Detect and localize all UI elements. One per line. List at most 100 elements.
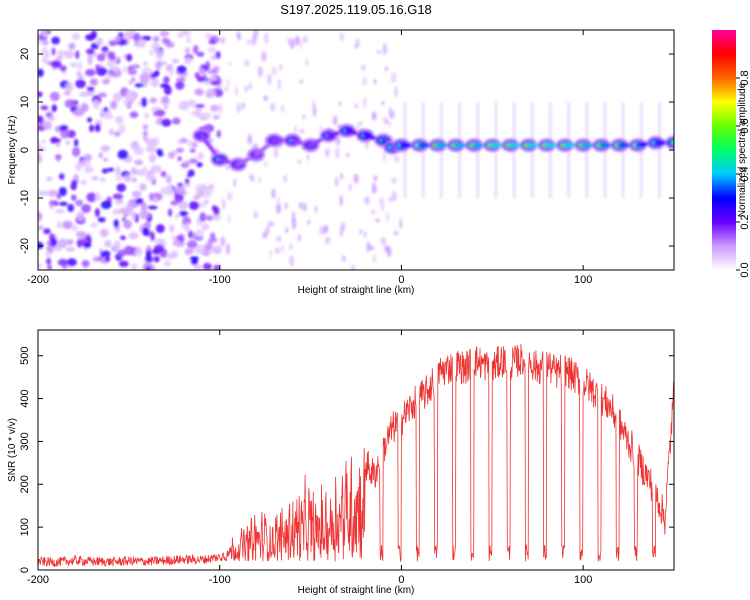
noise-blob xyxy=(73,138,79,147)
noise-blob xyxy=(214,88,224,98)
noise-speck xyxy=(297,159,302,165)
noise-speck xyxy=(384,66,389,72)
noise-blob xyxy=(38,262,42,269)
noise-blob xyxy=(187,101,197,108)
noise-speck xyxy=(384,119,390,125)
noise-speck xyxy=(339,32,344,42)
noise-speck xyxy=(373,254,376,263)
noise-blob xyxy=(71,32,81,41)
noise-speck xyxy=(244,59,250,67)
noise-blob xyxy=(89,124,95,133)
noise-speck xyxy=(380,236,387,245)
noise-blob xyxy=(90,222,98,228)
noise-blob xyxy=(55,209,66,214)
noise-speck xyxy=(388,106,393,118)
noise-blob xyxy=(100,250,111,258)
noise-blob xyxy=(76,231,87,240)
noise-blob xyxy=(131,190,142,198)
ridge-streak xyxy=(658,102,661,198)
noise-blob xyxy=(99,228,109,238)
noise-blob xyxy=(183,181,191,188)
noise-speck xyxy=(268,220,275,227)
noise-blob xyxy=(163,261,172,267)
noise-speck xyxy=(291,217,297,230)
noise-blob xyxy=(59,125,69,131)
noise-blob xyxy=(95,64,100,72)
snr-x-ticks: -200 -100 0 100 xyxy=(27,330,592,586)
noise-blob xyxy=(160,170,167,178)
y-tick-label: -10 xyxy=(19,190,31,206)
noise-blob xyxy=(171,235,178,240)
noise-blob xyxy=(92,99,100,110)
noise-speck xyxy=(339,172,344,180)
noise-blob xyxy=(42,40,50,45)
noise-speck xyxy=(236,103,242,113)
noise-blob xyxy=(123,97,129,107)
noise-blob xyxy=(189,158,198,164)
noise-blob xyxy=(122,66,128,73)
noise-blob xyxy=(143,35,152,41)
noise-speck xyxy=(359,120,363,126)
noise-blob xyxy=(140,202,148,212)
noise-blob xyxy=(143,113,150,119)
noise-blob xyxy=(53,138,62,143)
y-tick-label: 400 xyxy=(19,389,31,407)
noise-blob xyxy=(155,224,165,234)
noise-speck xyxy=(249,172,253,181)
noise-speck xyxy=(390,71,397,83)
noise-blob xyxy=(38,241,44,250)
noise-speck xyxy=(284,201,289,210)
noise-speck xyxy=(362,76,367,87)
spectrogram-x-label: Height of straight line (km) xyxy=(298,285,415,296)
noise-blob xyxy=(66,258,77,267)
noise-blob xyxy=(71,194,77,201)
noise-speck xyxy=(371,111,376,118)
noise-blob xyxy=(60,128,70,139)
noise-blob xyxy=(184,57,193,65)
noise-blob xyxy=(161,118,172,127)
noise-blob xyxy=(75,79,86,89)
y-tick-label: 300 xyxy=(19,432,31,450)
noise-speck xyxy=(334,176,339,187)
noise-blob xyxy=(216,129,221,138)
noise-blob xyxy=(81,260,90,267)
noise-speck xyxy=(299,128,305,134)
noise-blob xyxy=(152,36,160,42)
noise-speck xyxy=(269,249,272,258)
noise-speck xyxy=(220,236,226,246)
noise-blob xyxy=(123,245,135,256)
noise-blob xyxy=(177,103,185,110)
noise-speck xyxy=(393,155,400,163)
noise-blob xyxy=(103,157,108,162)
noise-blob xyxy=(179,137,188,143)
noise-blob xyxy=(94,207,100,218)
noise-speck xyxy=(275,203,282,214)
noise-blob xyxy=(115,175,123,181)
noise-blob xyxy=(184,159,191,166)
noise-blob xyxy=(139,72,151,83)
noise-blob xyxy=(38,225,44,231)
noise-blob xyxy=(47,264,53,270)
noise-speck xyxy=(366,241,371,253)
noise-blob xyxy=(47,189,59,197)
noise-blob xyxy=(41,57,49,64)
colorbar-label: Normalized spectral amplitude xyxy=(737,82,748,217)
noise-blob xyxy=(196,76,206,83)
noise-blob xyxy=(113,209,120,215)
colorbar: 0.0 0.2 0.4 0.6 0.8 Normalized spectral ampl… xyxy=(712,30,750,278)
noise-blob xyxy=(194,88,204,96)
noise-blob xyxy=(199,212,207,222)
noise-blob xyxy=(186,239,198,249)
noise-speck xyxy=(345,152,350,158)
noise-blob xyxy=(175,80,185,90)
noise-blob xyxy=(152,111,162,116)
noise-speck xyxy=(225,243,230,255)
x-tick-label: 100 xyxy=(574,274,592,286)
noise-blob xyxy=(145,138,156,145)
y-tick-label: 100 xyxy=(19,518,31,536)
noise-blob xyxy=(208,39,217,45)
noise-blob xyxy=(150,164,162,174)
noise-blob xyxy=(189,148,196,153)
noise-blob xyxy=(174,213,180,219)
